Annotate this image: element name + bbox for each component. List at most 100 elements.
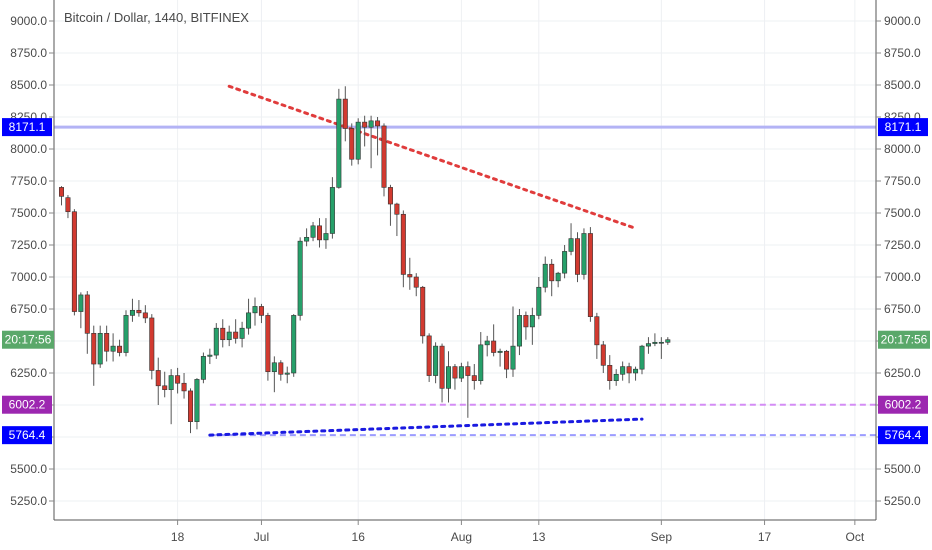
candle[interactable] [149, 314, 155, 380]
candle[interactable] [665, 337, 671, 345]
candle[interactable] [200, 352, 206, 384]
candle[interactable] [207, 348, 213, 365]
candle[interactable] [297, 237, 303, 321]
candle[interactable] [452, 364, 458, 390]
candle[interactable] [529, 307, 535, 345]
candle[interactable] [413, 273, 419, 297]
candle[interactable] [368, 115, 374, 169]
candle[interactable] [600, 341, 606, 373]
candle[interactable] [549, 259, 555, 297]
candle[interactable] [536, 277, 542, 320]
candle[interactable] [278, 360, 284, 381]
candle[interactable] [65, 195, 71, 219]
price-tag-left: 20:17:56 [5, 333, 52, 347]
candle[interactable] [362, 115, 368, 147]
candle[interactable] [381, 123, 387, 197]
candle[interactable] [497, 348, 503, 367]
candle[interactable] [316, 218, 322, 248]
candle[interactable] [58, 186, 64, 206]
candle[interactable] [587, 227, 593, 322]
candle[interactable] [284, 366, 290, 384]
candle[interactable] [633, 366, 639, 381]
candle[interactable] [265, 312, 271, 381]
candle[interactable] [304, 228, 310, 247]
candle[interactable] [323, 218, 329, 249]
candle[interactable] [387, 184, 393, 226]
candle[interactable] [142, 305, 148, 324]
candle[interactable] [626, 362, 632, 384]
candle[interactable] [400, 210, 406, 288]
candle[interactable] [239, 321, 245, 348]
candle[interactable] [246, 298, 252, 335]
candle[interactable] [426, 333, 432, 382]
candle[interactable] [188, 388, 194, 434]
candle[interactable] [71, 209, 77, 316]
candle[interactable] [329, 177, 335, 239]
candle[interactable] [342, 86, 348, 142]
candle[interactable] [175, 367, 181, 394]
candle[interactable] [555, 271, 561, 288]
candle[interactable] [78, 292, 84, 329]
candle[interactable] [420, 285, 426, 344]
candle[interactable] [117, 339, 123, 357]
candle[interactable] [639, 344, 645, 375]
candle[interactable] [458, 362, 464, 382]
candle[interactable] [226, 325, 232, 347]
candle[interactable] [155, 357, 161, 405]
price-tag-right: 5764.4 [885, 428, 922, 442]
candle[interactable] [271, 356, 277, 393]
candle[interactable] [233, 319, 239, 344]
candle[interactable] [136, 300, 142, 317]
candle-series[interactable] [58, 86, 671, 434]
candle[interactable] [607, 355, 613, 390]
candle[interactable] [129, 298, 135, 322]
candle[interactable] [336, 88, 342, 189]
candle[interactable] [355, 118, 361, 165]
candle[interactable] [478, 332, 484, 385]
candle[interactable] [581, 228, 587, 280]
candle[interactable] [594, 312, 600, 359]
candle[interactable] [516, 309, 522, 356]
candle[interactable] [542, 256, 548, 293]
candle[interactable] [439, 343, 445, 403]
candle[interactable] [394, 202, 400, 237]
candle[interactable] [658, 337, 664, 359]
candle[interactable] [220, 319, 226, 348]
candle[interactable] [181, 373, 187, 399]
candle[interactable] [433, 342, 439, 384]
candle[interactable] [194, 378, 200, 430]
candle[interactable] [252, 297, 258, 326]
candle[interactable] [258, 303, 264, 324]
candle[interactable] [471, 364, 477, 390]
candle[interactable] [568, 223, 574, 256]
candle[interactable] [523, 311, 529, 340]
candle[interactable] [168, 369, 174, 425]
candle[interactable] [84, 291, 90, 354]
candle[interactable] [407, 257, 413, 290]
candle[interactable] [620, 361, 626, 381]
candle[interactable] [484, 335, 490, 357]
candle[interactable] [465, 361, 471, 418]
candle[interactable] [97, 325, 103, 368]
candle[interactable] [445, 351, 451, 403]
candle[interactable] [162, 371, 168, 398]
candle[interactable] [645, 337, 651, 354]
candle[interactable] [310, 221, 316, 242]
candle[interactable] [510, 306, 516, 377]
candle[interactable] [110, 333, 116, 362]
candle[interactable] [349, 123, 355, 166]
candle[interactable] [123, 310, 129, 357]
candle[interactable] [375, 117, 381, 156]
candle[interactable] [213, 323, 219, 359]
candle[interactable] [504, 349, 510, 379]
candle[interactable] [291, 314, 297, 377]
candle[interactable] [491, 324, 497, 357]
chart-title: Bitcoin / Dollar, 1440, BITFINEX [64, 10, 249, 25]
candle[interactable] [574, 232, 580, 283]
candle[interactable] [91, 325, 97, 386]
candle[interactable] [652, 333, 658, 347]
candle[interactable] [613, 369, 619, 386]
candle[interactable] [562, 245, 568, 279]
candle[interactable] [104, 325, 110, 362]
